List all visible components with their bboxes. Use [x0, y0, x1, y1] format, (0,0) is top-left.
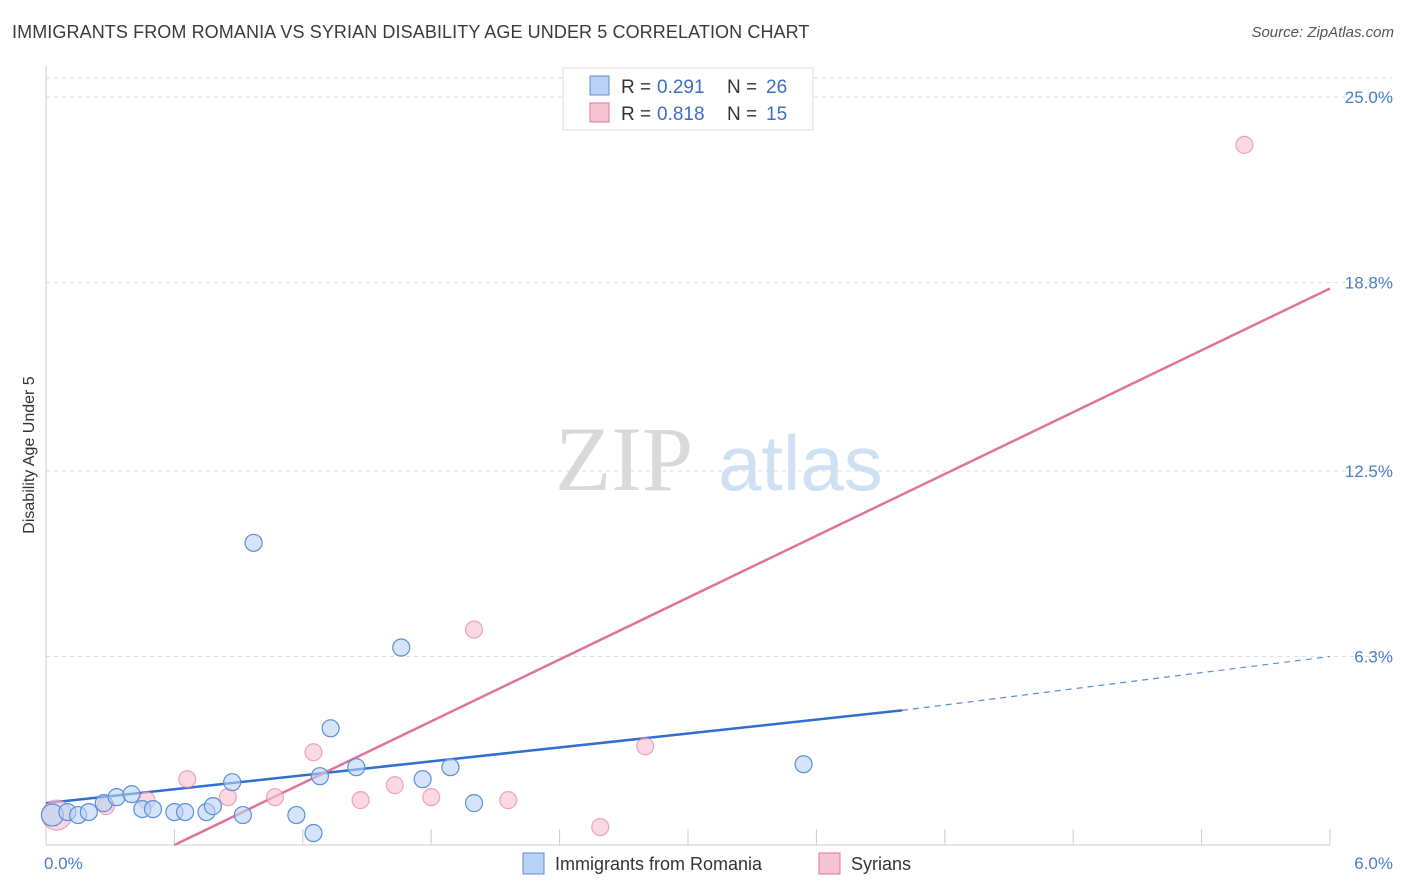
watermark-zip: ZIP: [555, 408, 693, 510]
syrians-point: [499, 791, 518, 810]
syrians-point: [636, 737, 655, 756]
legend-r-label: R =: [621, 104, 651, 125]
romania-point: [122, 785, 141, 804]
romania-point: [347, 758, 366, 777]
romania-point: [203, 797, 223, 816]
romania-point: [321, 719, 340, 738]
romania-point: [310, 767, 330, 786]
y-tick-label: 12.5%: [1345, 462, 1393, 481]
chart-title: IMMIGRANTS FROM ROMANIA VS SYRIAN DISABI…: [12, 22, 810, 42]
y-tick-labels: 6.3% 12.5% 18.8% 25.0%: [1345, 88, 1393, 667]
series-legend: Immigrants from Romania Syrians: [522, 852, 911, 875]
syrians-point: [304, 743, 323, 762]
legend-swatch: [589, 102, 610, 123]
y-tick-label: 6.3%: [1354, 648, 1393, 667]
romania-point: [107, 788, 126, 807]
syrians-point: [464, 620, 484, 639]
legend-swatch: [589, 75, 610, 96]
romania-trend-extension: [901, 655, 1331, 711]
legend-label-syrians: Syrians: [851, 854, 911, 874]
syrians-point: [1235, 135, 1254, 154]
romania-point: [143, 799, 163, 819]
syrians-point: [591, 817, 610, 837]
romania-point: [413, 770, 432, 789]
romania-point: [304, 823, 323, 843]
source-label: Source: ZipAtlas.com: [1251, 24, 1394, 41]
romania-point: [79, 802, 98, 822]
x-tick-label: 6.0%: [1354, 854, 1393, 873]
legend-label-romania: Immigrants from Romania: [555, 854, 763, 874]
correlation-legend: R = 0.291 N = 26 R = 0.818 N = 15: [562, 67, 814, 131]
legend-n-value: 15: [766, 104, 787, 125]
syrians-point: [351, 791, 370, 810]
legend-r-value: 0.291: [657, 77, 705, 98]
data-points: [40, 135, 1254, 843]
romania-point: [441, 758, 460, 777]
legend-r-label: R =: [621, 77, 651, 98]
romania-point: [244, 533, 263, 552]
legend-swatch-syrians: [818, 852, 841, 875]
y-tick-label: 18.8%: [1345, 274, 1393, 293]
syrians-point: [218, 788, 237, 807]
watermark-atlas: atlas: [718, 419, 883, 507]
syrians-point: [178, 770, 197, 789]
y-tick-label: 25.0%: [1345, 88, 1393, 107]
syrians-point: [385, 776, 404, 795]
legend-r-value: 0.818: [657, 104, 705, 125]
axes: [45, 66, 1331, 846]
legend-n-label: N =: [727, 104, 757, 125]
legend-n-value: 26: [766, 77, 787, 98]
romania-point: [392, 638, 411, 657]
romania-point: [223, 773, 242, 792]
x-tick-label: 0.0%: [44, 854, 83, 873]
watermark: ZIP atlas: [555, 408, 883, 510]
syrians-point: [422, 788, 441, 807]
romania-point: [464, 794, 484, 813]
y-axis-title: Disability Age Under 5: [21, 376, 38, 534]
romania-trend-line: [45, 709, 903, 805]
gridlines: [46, 77, 1392, 658]
legend-swatch-romania: [522, 852, 545, 875]
trend-lines: [45, 287, 1331, 847]
romania-point: [794, 755, 813, 774]
syrians-trend-line: [173, 287, 1331, 847]
romania-point: [233, 805, 252, 825]
romania-point: [176, 802, 195, 822]
syrians-point: [265, 788, 285, 807]
romania-point: [287, 805, 306, 825]
legend-n-label: N =: [727, 77, 757, 98]
x-tick-labels: 0.0% 6.0%: [44, 854, 1393, 873]
